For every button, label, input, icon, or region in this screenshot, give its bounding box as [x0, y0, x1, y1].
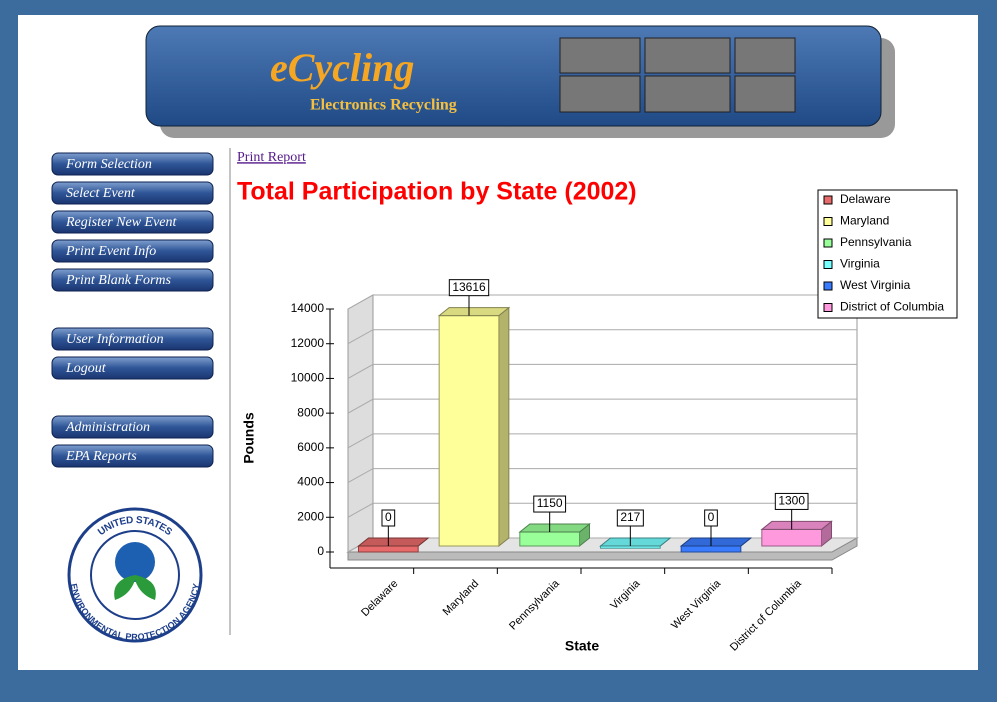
nav-label[interactable]: Print Blank Forms [65, 273, 172, 288]
value-label: 13616 [452, 280, 486, 294]
y-tick-label: 10000 [291, 371, 325, 385]
y-tick-label: 0 [317, 544, 324, 558]
x-axis-label: State [565, 638, 599, 654]
nav-label[interactable]: Register New Event [65, 215, 178, 230]
banner-logo: eCycling [270, 45, 414, 90]
y-axis-label: Pounds [241, 412, 257, 464]
bar [762, 529, 822, 546]
bar-top [520, 524, 590, 532]
legend-swatch [824, 196, 832, 204]
value-label: 217 [620, 510, 640, 524]
bar-top [762, 521, 832, 529]
legend-swatch [824, 304, 832, 312]
legend-swatch [824, 282, 832, 290]
print-report-link[interactable]: Print Report [237, 150, 306, 165]
y-tick-label: 12000 [291, 336, 325, 350]
page: eCycling Electronics Recycling Form Sele… [0, 0, 997, 697]
legend-swatch [824, 218, 832, 226]
value-label: 1150 [537, 496, 563, 510]
nav-label[interactable]: Print Event Info [65, 244, 156, 259]
y-tick-label: 8000 [297, 405, 324, 419]
side-wall [348, 295, 373, 552]
nav-label[interactable]: Select Event [66, 186, 136, 201]
bar [358, 546, 418, 552]
legend-label: Virginia [840, 257, 880, 271]
bar [681, 546, 741, 552]
legend-swatch [824, 239, 832, 247]
bar-top [439, 308, 509, 316]
nav-label[interactable]: EPA Reports [65, 449, 137, 464]
legend-label: West Virginia [840, 278, 911, 292]
screen: eCycling Electronics Recycling Form Sele… [0, 0, 997, 697]
value-label: 0 [708, 510, 715, 524]
bar-top [681, 538, 751, 546]
bar-side [499, 308, 509, 546]
y-tick-label: 2000 [297, 509, 324, 523]
nav-label[interactable]: Administration [65, 420, 150, 435]
bar [520, 532, 580, 546]
nav-label[interactable]: Logout [65, 361, 107, 376]
y-tick-label: 6000 [297, 440, 324, 454]
bar-top [600, 538, 670, 546]
bar [439, 316, 499, 546]
nav-label[interactable]: Form Selection [65, 157, 152, 172]
y-tick-label: 14000 [291, 301, 325, 315]
bar-top [358, 538, 428, 546]
chart-title: Total Participation by State (2002) [237, 178, 637, 206]
y-tick-label: 4000 [297, 475, 324, 489]
legend-label: District of Columbia [840, 300, 944, 314]
value-label: 1300 [778, 494, 805, 508]
banner-subtitle: Electronics Recycling [310, 97, 457, 114]
legend-label: Delaware [840, 192, 891, 206]
legend-label: Maryland [840, 214, 889, 228]
nav-label[interactable]: User Information [66, 332, 164, 347]
legend-swatch [824, 261, 832, 269]
legend-label: Pennsylvania [840, 235, 912, 249]
value-label: 0 [385, 510, 392, 524]
